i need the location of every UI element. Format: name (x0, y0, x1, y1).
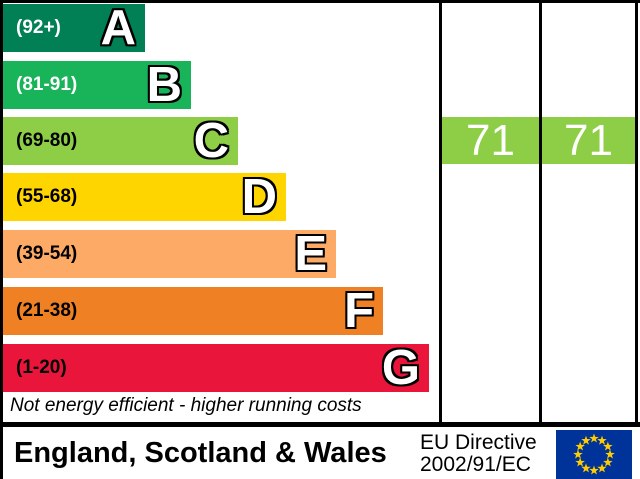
band-range-label: (55-68) (16, 186, 78, 207)
band-range-label: (81-91) (16, 74, 78, 95)
band-range-label: (39-54) (16, 243, 78, 264)
eu-directive-line2: 2002/91/EC (420, 453, 531, 476)
region-label: England, Scotland & Wales (14, 437, 387, 469)
eu-directive-label: EU Directive 2002/91/EC (420, 432, 537, 476)
band-range-label: (21-38) (16, 300, 78, 321)
potential-rating-badge: 71 (542, 117, 635, 164)
band-letter: E (294, 227, 327, 281)
band-row-f: (21-38) F (3, 284, 383, 338)
current-rating-value: 71 (466, 116, 515, 165)
band-letter: G (381, 341, 420, 395)
band-row-a: (92+) A (3, 1, 145, 55)
current-column-divider-line (439, 0, 442, 427)
band-row-c: (69-80) C (3, 114, 238, 168)
band-letter: C (193, 114, 229, 168)
chart-footnote: Not energy efficient - higher running co… (10, 395, 362, 416)
band-letter: D (241, 170, 277, 224)
top-border-line (0, 0, 640, 3)
band-letter: B (146, 58, 182, 112)
eu-flag-icon (556, 430, 632, 479)
band-letter: A (100, 1, 136, 55)
band-letter: F (344, 284, 374, 338)
current-rating-badge: 71 (442, 117, 539, 164)
left-border-line (0, 0, 3, 479)
right-border-line (635, 0, 638, 427)
potential-rating-value: 71 (564, 116, 613, 165)
band-row-b: (81-91) B (3, 58, 191, 112)
band-row-e: (39-54) E (3, 227, 336, 281)
potential-column-divider-line (539, 0, 542, 427)
band-row-g: (1-20) G (3, 341, 429, 395)
eu-directive-line1: EU Directive (420, 431, 537, 454)
band-range-label: (92+) (16, 17, 61, 38)
band-range-label: (1-20) (16, 357, 67, 378)
band-row-d: (55-68) D (3, 170, 286, 224)
band-range-label: (69-80) (16, 130, 78, 151)
chart-bottom-line (0, 422, 640, 427)
